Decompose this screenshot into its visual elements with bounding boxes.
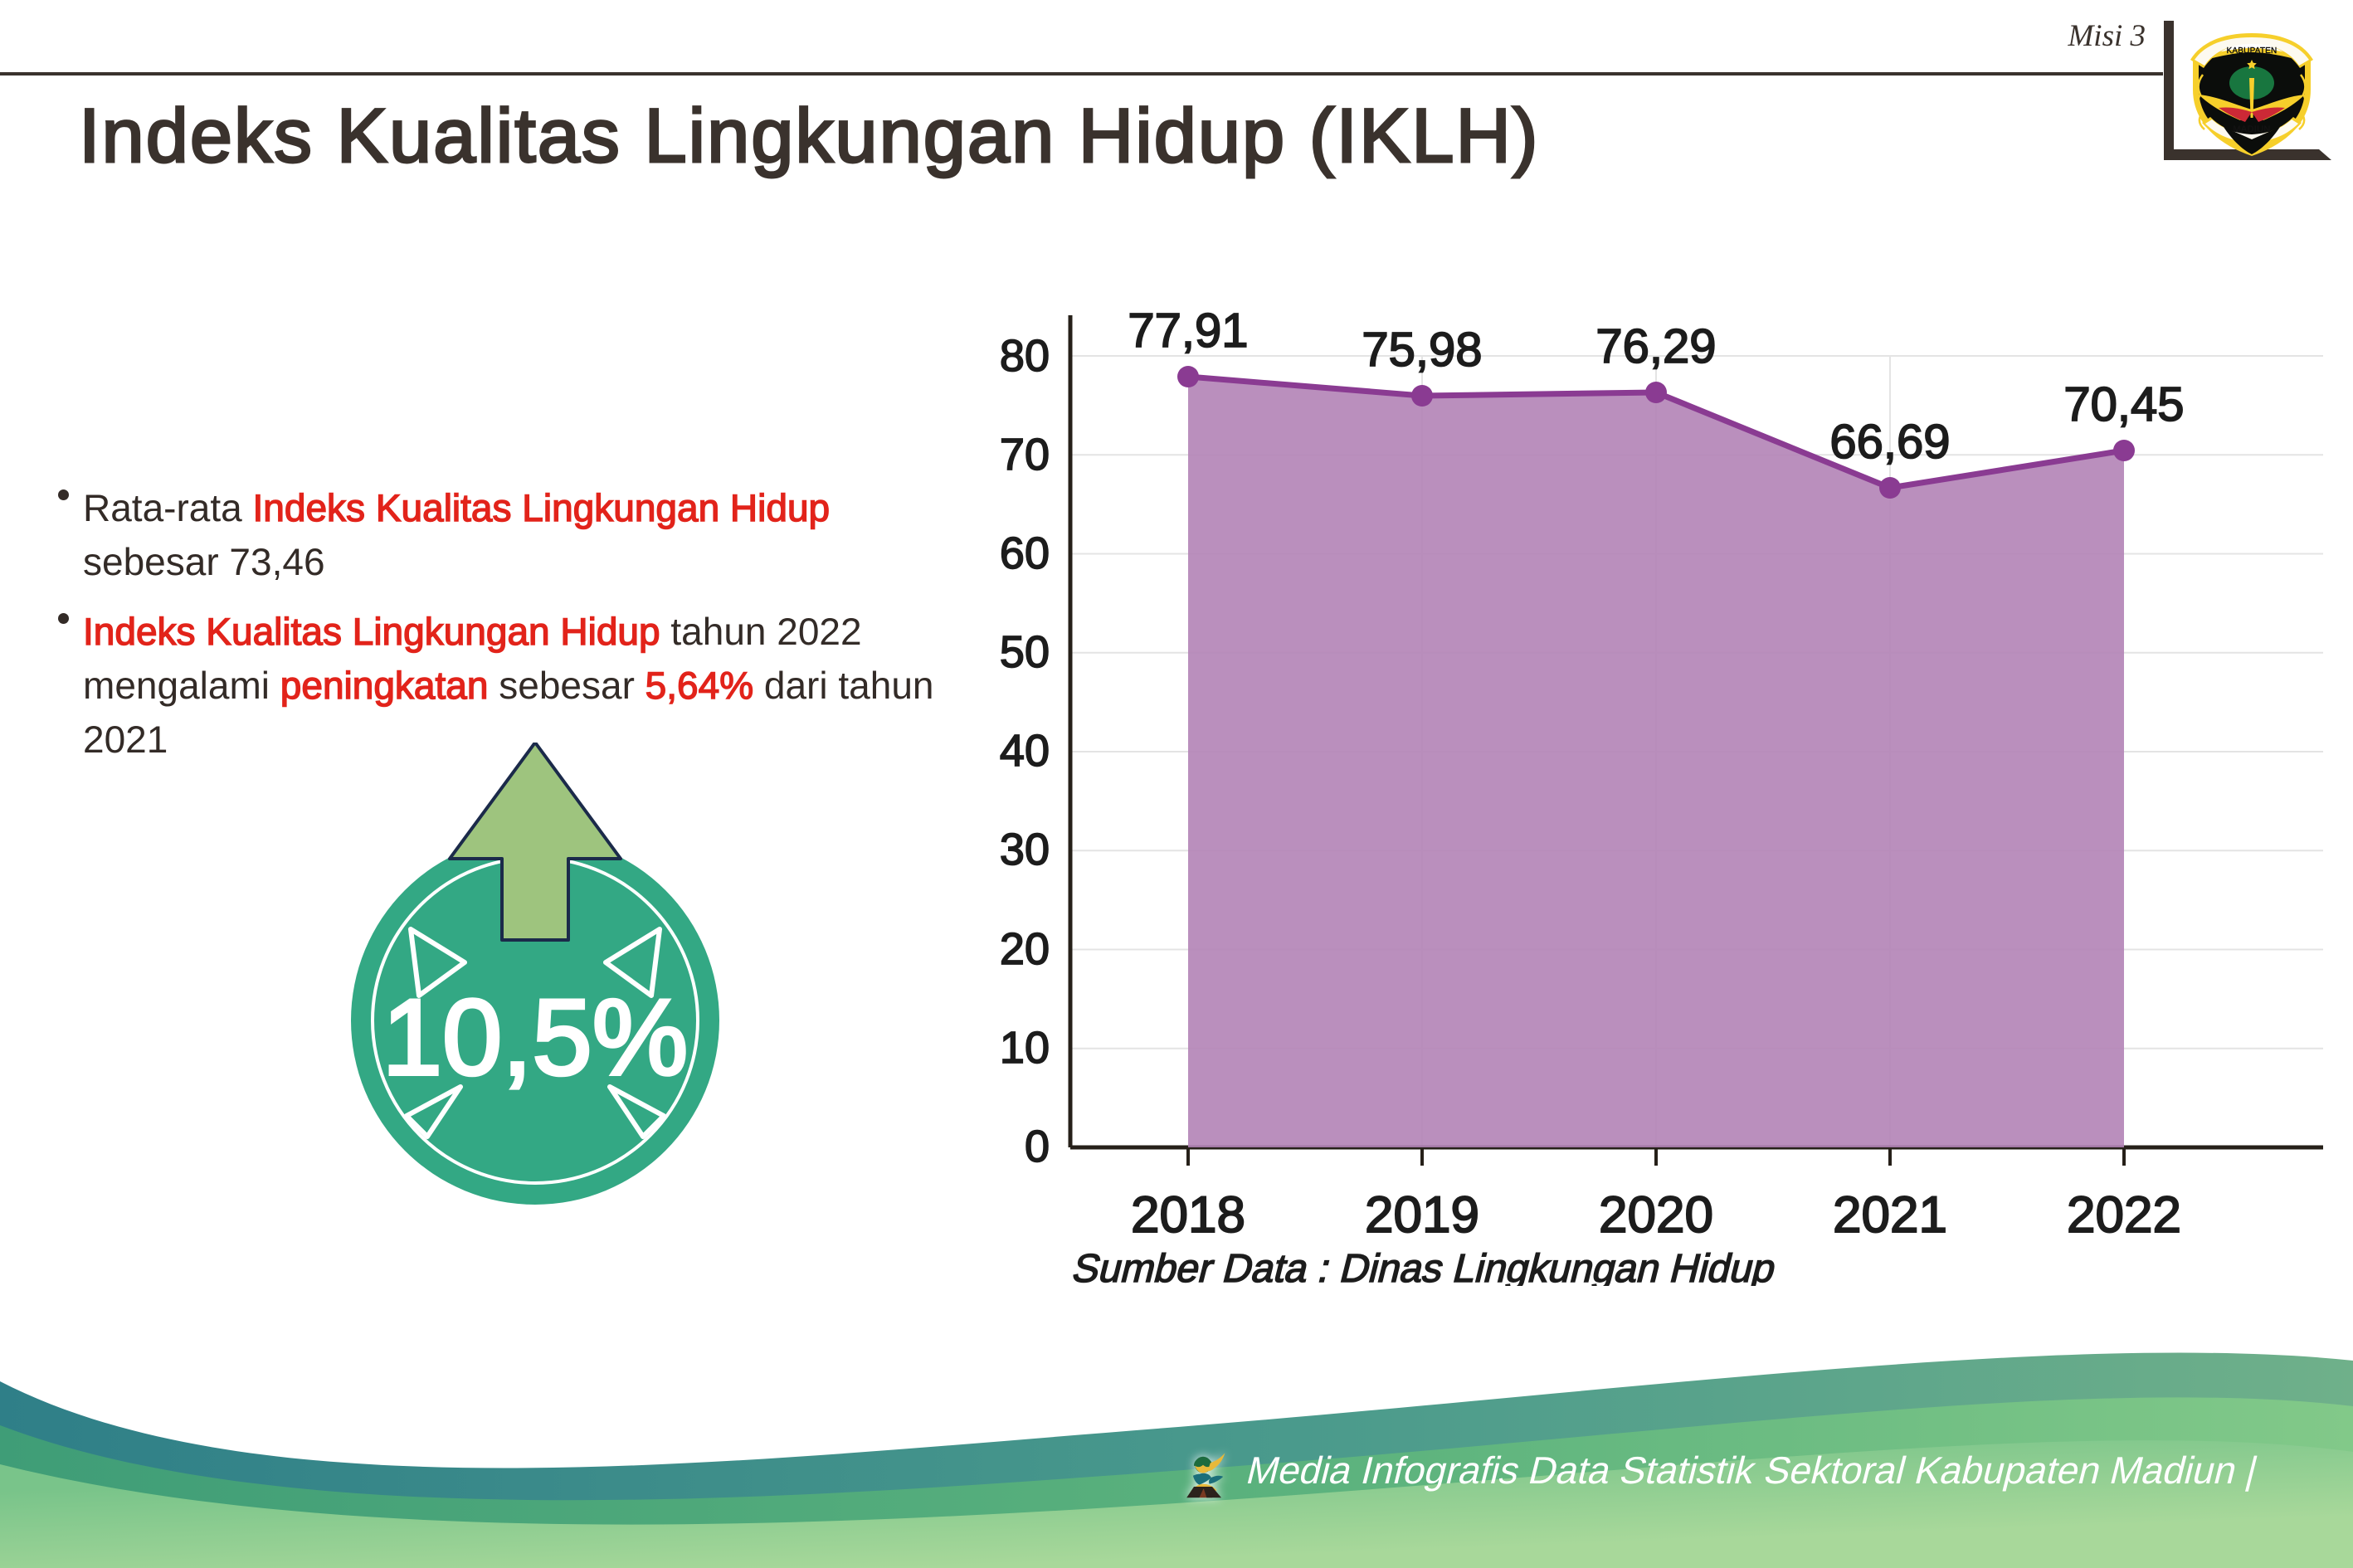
svg-text:40: 40 [1000,726,1050,776]
svg-text:10: 10 [1000,1023,1050,1073]
svg-text:70,45: 70,45 [2063,377,2184,431]
svg-text:80: 80 [1000,331,1050,381]
svg-text:0: 0 [1025,1122,1050,1171]
svg-text:66,69: 66,69 [1829,415,1950,469]
svg-text:50: 50 [1000,627,1050,677]
svg-text:20: 20 [1000,924,1050,974]
svg-text:70: 70 [1000,430,1050,480]
svg-text:75,98: 75,98 [1362,323,1482,377]
svg-text:76,29: 76,29 [1595,319,1716,373]
svg-text:Sumber Data : Dinas Lingkungan: Sumber Data : Dinas Lingkungan Hidup [1070,1247,1776,1286]
svg-text:KABUPATEN: KABUPATEN [2227,46,2277,56]
svg-text:2019: 2019 [1365,1186,1479,1244]
svg-text:30: 30 [1000,825,1050,874]
svg-text:60: 60 [1000,528,1050,578]
svg-text:2020: 2020 [1599,1186,1713,1244]
svg-text:2021: 2021 [1833,1186,1947,1244]
svg-text:77,91: 77,91 [1128,304,1248,358]
svg-text:MADIUN: MADIUN [2233,124,2270,134]
svg-text:2022: 2022 [2067,1186,2181,1244]
svg-text:2018: 2018 [1131,1186,1245,1244]
svg-text:10,5%: 10,5% [382,976,689,1098]
